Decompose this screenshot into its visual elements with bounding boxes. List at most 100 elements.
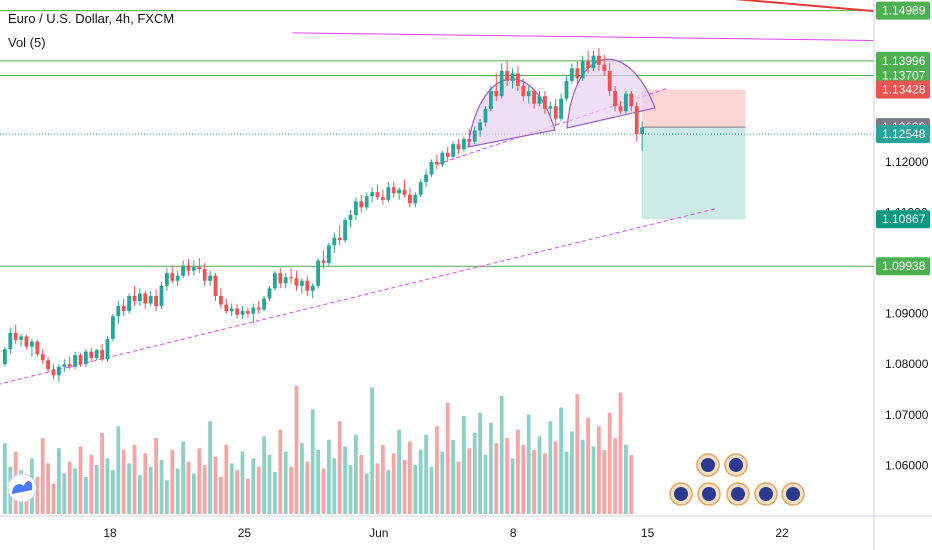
candle-body [300,280,304,286]
candle-body [219,295,223,305]
candle-body [499,70,504,97]
price-label: 1.14989 [882,4,926,18]
volume-bar [246,478,250,514]
candle-body [570,68,574,81]
volume-bar [553,441,558,514]
volume-bar [116,426,121,514]
volume-bar [359,454,364,514]
volume-bar [321,468,326,514]
candle-body [89,351,94,359]
volume-bar [521,444,526,514]
price-label-bg [876,51,930,70]
volume-bar [375,463,380,514]
volume-bar [343,446,347,514]
candle-body [516,73,520,86]
candle-body [294,278,299,286]
volume-bar [483,454,488,514]
event-flag [701,458,715,472]
volume-bar [597,426,601,514]
candle-body [375,192,380,198]
volume-bar [499,395,504,514]
candle-body [640,127,644,135]
volume-bar [489,422,493,514]
volume-bar [165,480,169,514]
candle-body [310,285,315,291]
candle-body [359,201,364,208]
volume-bar [224,444,229,514]
candle-body [548,106,553,109]
price-label-bg [876,210,930,229]
candle-body [435,161,439,165]
volume-bar [602,449,607,514]
volume-bar [289,466,293,514]
candle-body [13,332,18,340]
volume-bar [100,433,104,514]
volume-bar [159,460,164,514]
candle-body [181,265,185,276]
x-tick-label: 8 [510,526,517,540]
price-label-bg [876,1,930,20]
candle-body [84,351,88,365]
volume-bar [240,451,245,514]
candle-body [24,336,29,347]
volume-bar [618,392,623,514]
candle-body [445,152,450,157]
candle-body [472,130,477,142]
candle-body [256,307,261,310]
volume-bar [429,466,434,514]
volume-bar [235,470,239,514]
candle-body [111,316,115,339]
candle-body [483,108,488,123]
volume-bar [586,417,590,514]
candle-body [532,91,536,104]
volume-bar [78,446,83,514]
volume-bar [435,426,439,514]
candle-body [159,285,164,307]
candle-body [397,189,401,194]
candle-body [634,106,639,135]
candlesticks [3,48,644,382]
volume-bar [462,416,466,514]
candle-body [278,273,283,284]
candle-body [246,311,250,314]
volume-bar [505,438,509,514]
candle-body [224,304,229,312]
candle-body [105,338,110,360]
volume-bar [40,438,45,514]
candle-body [413,194,418,204]
candle-body [327,245,331,264]
volume-bar [46,463,50,514]
candle-body [213,275,218,296]
volume-bar [591,446,596,514]
volume-bar [310,409,315,514]
volume-bar [229,463,234,514]
price-label: 1.12548 [882,127,926,141]
volume-bar [418,449,423,514]
volume-bar [213,456,218,514]
volume-bar [613,438,617,514]
candle-body [597,55,601,65]
candle-body [564,80,569,99]
x-tick-label: 25 [238,526,252,540]
candle-body [575,68,580,79]
volume-bar [89,454,94,514]
volume-bar [624,444,628,514]
volume-bar [132,444,137,514]
candle-body [618,106,623,112]
candle-body [591,55,596,69]
candle-body [267,288,272,299]
candle-body [229,308,234,312]
volume-bar [57,448,61,514]
candle-body [332,237,337,246]
event-flag [702,487,716,501]
candle-body [240,311,245,315]
y-tick-label: 1.07000 [885,408,929,422]
volume-bar [370,387,374,514]
volume-bar [564,451,569,514]
candle-body [67,364,72,367]
volume-bar [170,449,175,514]
volume-bar [273,471,277,514]
volume-bar [570,431,574,514]
volume-bar [121,449,126,514]
